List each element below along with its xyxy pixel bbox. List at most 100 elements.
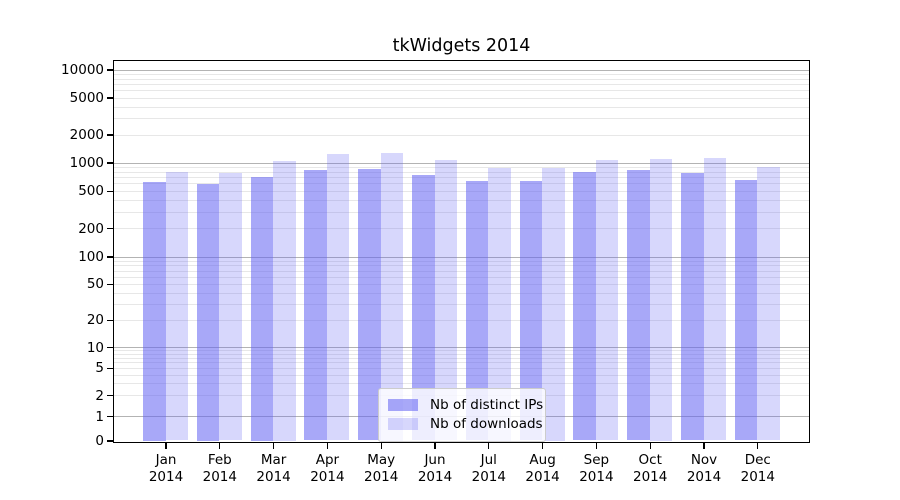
gridline-minor-6 — [114, 362, 809, 364]
bar-distinct-ips-feb — [196, 184, 220, 441]
y-tick-mark-50 — [107, 283, 113, 285]
bar-downloads-apr — [326, 154, 350, 441]
x-tick-label-dec: Dec 2014 — [740, 451, 775, 485]
gridline-minor-80 — [114, 265, 809, 267]
x-tick-mark-jan — [165, 442, 167, 449]
gridline-minor-200 — [114, 228, 809, 230]
bar-downloads-jun — [434, 159, 457, 441]
y-tick-label-5000: 5000 — [69, 90, 104, 106]
y-tick-mark-10 — [107, 346, 113, 349]
x-tick-mark-may — [380, 442, 382, 449]
legend-label-downloads: Nb of downloads — [430, 415, 543, 432]
x-tick-label-feb: Feb 2014 — [202, 451, 237, 485]
x-tick-label-apr: Apr 2014 — [310, 451, 345, 485]
bar-distinct-ips-jul — [465, 180, 489, 441]
legend-label-distinct-ips: Nb of distinct IPs — [430, 396, 544, 413]
x-tick-mark-dec — [757, 442, 759, 449]
gridline-minor-300 — [114, 211, 809, 213]
gridline-minor-90 — [114, 260, 809, 262]
bar-downloads-dec — [757, 166, 780, 441]
gridline-minor-40 — [114, 292, 809, 294]
x-tick-label-may: May 2014 — [364, 451, 399, 485]
y-tick-label-5: 5 — [95, 360, 104, 377]
bar-distinct-ips-mar — [250, 176, 274, 441]
gridline-minor-7000 — [114, 83, 809, 85]
bar-distinct-ips-sep — [573, 172, 596, 441]
y-tick-label-100: 100 — [78, 249, 104, 265]
y-tick-mark-1000 — [107, 162, 113, 164]
bar-downloads-oct — [649, 159, 673, 441]
gridline-minor-9 — [114, 350, 809, 352]
gridline-minor-50 — [114, 283, 809, 285]
gridline-major-10000 — [114, 69, 809, 71]
x-tick-label-aug: Aug 2014 — [525, 451, 560, 485]
x-tick-label-sep: Sep 2014 — [579, 451, 614, 485]
plot-area: Nb of distinct IPs Nb of downloads — [113, 59, 810, 443]
x-tick-label-mar: Mar 2014 — [256, 451, 291, 485]
bar-distinct-ips-aug — [519, 181, 543, 441]
x-tick-mark-feb — [219, 442, 221, 449]
y-tick-label-1: 1 — [95, 408, 104, 425]
gridline-minor-60 — [114, 276, 809, 278]
y-tick-label-200: 200 — [78, 220, 104, 237]
gridline-minor-800 — [114, 171, 809, 173]
bar-downloads-nov — [703, 157, 726, 441]
bar-distinct-ips-jan — [143, 182, 166, 441]
bar-downloads-jul — [488, 167, 511, 441]
x-tick-mark-apr — [326, 442, 329, 449]
bar-downloads-sep — [595, 160, 619, 441]
legend-item-downloads: Nb of downloads — [388, 415, 543, 434]
gridline-major-1000 — [114, 162, 809, 164]
x-tick-mark-jun — [434, 442, 436, 449]
y-tick-mark-0 — [107, 440, 113, 442]
y-tick-label-50: 50 — [86, 276, 104, 293]
legend-item-distinct-ips: Nb of distinct IPs — [388, 396, 543, 415]
gridline-minor-70 — [114, 270, 809, 272]
y-tick-mark-5 — [107, 367, 113, 369]
bar-distinct-ips-may — [358, 168, 381, 441]
y-tick-mark-1 — [107, 415, 113, 418]
legend-swatch-distinct-ips — [388, 399, 418, 411]
gridline-major-100 — [114, 256, 809, 258]
gridline-minor-6000 — [114, 90, 809, 92]
gridline-minor-4 — [114, 374, 809, 376]
x-tick-mark-mar — [272, 442, 275, 449]
bar-distinct-ips-oct — [627, 170, 650, 441]
y-tick-mark-10000 — [107, 69, 113, 71]
y-tick-label-2: 2 — [95, 387, 104, 404]
gridline-minor-8 — [114, 353, 809, 355]
gridline-minor-30 — [114, 303, 809, 305]
gridline-major-10 — [114, 347, 809, 348]
bar-distinct-ips-jun — [412, 175, 435, 441]
bar-distinct-ips-nov — [681, 173, 704, 441]
gridline-minor-500 — [114, 190, 809, 192]
y-tick-label-10000: 10000 — [61, 62, 104, 78]
bar-downloads-aug — [542, 168, 565, 441]
bar-distinct-ips-dec — [734, 180, 758, 441]
y-tick-mark-20 — [107, 319, 113, 321]
gridline-minor-600 — [114, 183, 809, 185]
x-tick-label-jun: Jun 2014 — [417, 451, 453, 485]
bar-downloads-may — [380, 152, 404, 441]
gridline-minor-5 — [114, 367, 809, 369]
bar-downloads-feb — [219, 172, 242, 441]
gridline-minor-20 — [114, 319, 809, 321]
y-tick-mark-500 — [107, 190, 113, 192]
gridline-minor-700 — [114, 177, 809, 179]
y-tick-mark-5000 — [107, 97, 113, 99]
x-tick-mark-oct — [649, 442, 651, 449]
y-tick-label-0: 0 — [95, 433, 104, 449]
legend: Nb of distinct IPs Nb of downloads — [378, 387, 546, 442]
gridline-minor-3000 — [114, 118, 809, 120]
x-tick-label-jul: Jul 2014 — [471, 451, 506, 485]
gridline-minor-400 — [114, 199, 809, 201]
chart-title: tkWidgets 2014 — [392, 36, 531, 56]
y-tick-mark-2 — [107, 395, 113, 397]
bar-distinct-ips-apr — [304, 169, 327, 441]
x-tick-mark-aug — [541, 442, 544, 449]
y-tick-mark-100 — [107, 256, 113, 258]
x-tick-label-jan: Jan 2014 — [148, 451, 184, 485]
x-tick-label-nov: Nov 2014 — [686, 451, 722, 485]
legend-swatch-downloads — [388, 418, 418, 430]
